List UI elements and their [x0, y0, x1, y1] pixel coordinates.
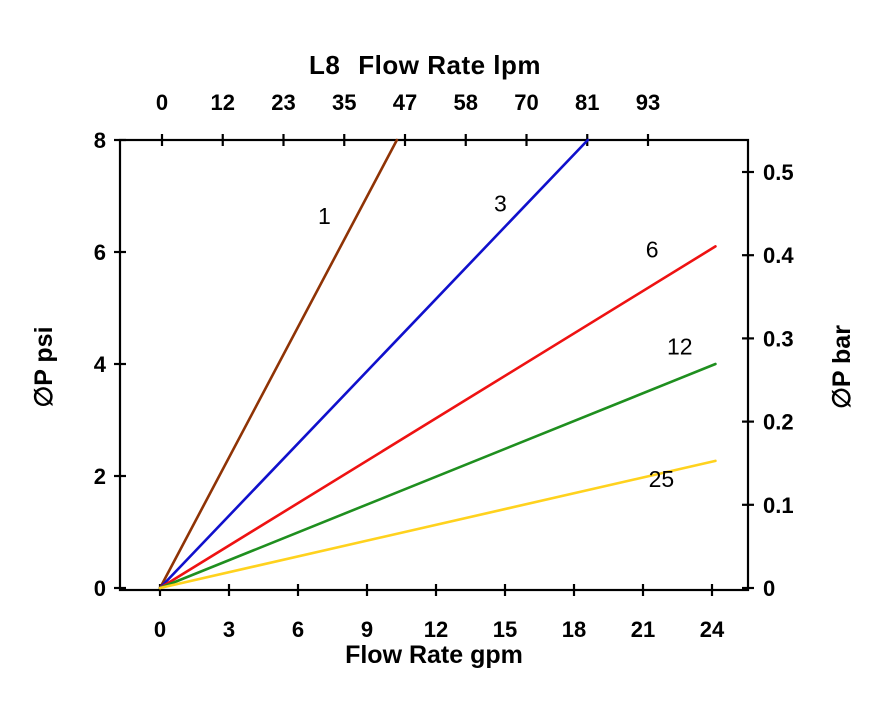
top-axis-tick-label: 0: [156, 90, 168, 115]
right-axis-tick-label: 0.2: [763, 410, 794, 435]
series-line-6: [158, 245, 717, 590]
top-axis-tick-label: 35: [332, 90, 356, 115]
right-axis-tick-label: 0: [763, 576, 775, 601]
series-label-1: 1: [318, 203, 331, 229]
series-label-12: 12: [667, 333, 693, 359]
plot-border: [118, 138, 750, 592]
series-label-6: 6: [646, 237, 659, 263]
left-axis-tick-label: 4: [94, 352, 107, 377]
series-label-3: 3: [494, 191, 507, 217]
bottom-axis-tick-label: 12: [424, 617, 448, 642]
left-axis-tick-label: 8: [94, 128, 106, 153]
series-line-12: [158, 362, 717, 590]
series-line-3: [158, 138, 590, 590]
left-axis-tick-label: 2: [94, 464, 106, 489]
top-axis-tick-label: 93: [636, 90, 660, 115]
bottom-axis-tick-label: 18: [562, 617, 586, 642]
chart-title: L8: [308, 50, 341, 80]
right-axis-tick-label: 0.1: [763, 493, 794, 518]
top-axis-tick-label: 23: [271, 90, 295, 115]
bottom-axis-tick-label: 3: [223, 617, 235, 642]
right-axis-tick-label: 0.4: [763, 243, 794, 268]
top-axis-tick-label: 70: [514, 90, 538, 115]
bottom-axis-title: Flow Rate gpm: [345, 641, 523, 669]
top-axis-tick-label: 47: [393, 90, 417, 115]
series-label-25: 25: [649, 466, 675, 492]
right-axis-tick-label: 0.5: [763, 160, 794, 185]
left-axis-tick-label: 6: [94, 240, 106, 265]
bottom-axis-tick-label: 24: [700, 617, 725, 642]
right-axis-tick-label: 0.3: [763, 326, 794, 351]
bottom-axis-tick-label: 0: [154, 617, 166, 642]
bottom-axis-tick-label: 9: [361, 617, 373, 642]
series-line-1: [158, 138, 399, 590]
bottom-axis-tick-label: 21: [631, 617, 655, 642]
bottom-axis-tick-label: 6: [292, 617, 304, 642]
series-line-25: [158, 459, 717, 590]
top-axis-tick-label: 58: [454, 90, 478, 115]
top-axis-tick-label: 81: [575, 90, 599, 115]
bottom-axis-tick-label: 15: [493, 617, 517, 642]
chart-title-row: L8 Flow Rate lpm: [120, 50, 730, 81]
top-axis-title: Flow Rate lpm: [358, 50, 542, 80]
left-axis-tick-label: 0: [94, 576, 106, 601]
top-axis-tick-label: 12: [211, 90, 235, 115]
